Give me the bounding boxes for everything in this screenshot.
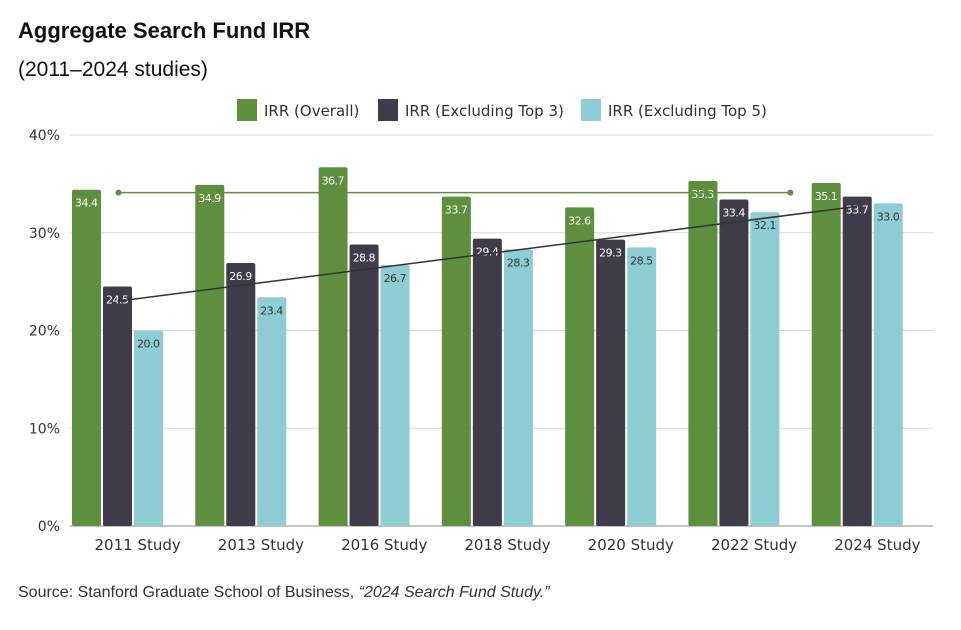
bar-value-label: 33.7	[846, 204, 869, 217]
bar	[257, 297, 287, 526]
bar	[627, 247, 657, 526]
bar-value-label: 36.7	[322, 174, 345, 187]
bar	[596, 239, 626, 526]
x-tick-label: 2022 Study	[711, 536, 797, 554]
bar-value-label: 23.4	[260, 304, 283, 317]
x-tick-label: 2020 Study	[588, 536, 674, 554]
legend-label: IRR (Excluding Top 5)	[608, 102, 767, 120]
bar	[750, 212, 780, 526]
bar-value-label: 29.4	[476, 246, 499, 259]
bar	[472, 238, 502, 527]
y-tick-label: 20%	[29, 324, 60, 340]
bar	[688, 180, 718, 526]
x-tick-label: 2024 Study	[834, 536, 920, 554]
bar	[103, 286, 132, 526]
bar-value-label: 28.3	[507, 256, 530, 269]
bar-value-label: 35.3	[691, 188, 714, 201]
bar	[195, 184, 225, 527]
bar-value-label: 33.4	[722, 207, 745, 220]
bar	[349, 244, 379, 527]
legend-label: IRR (Overall)	[264, 102, 359, 120]
bar	[842, 196, 872, 526]
x-tick-label: 2011 Study	[95, 536, 181, 554]
legend-swatch	[237, 99, 257, 121]
bar-value-label: 26.9	[229, 270, 252, 283]
y-tick-label: 30%	[29, 226, 60, 242]
source-note: Source: Stanford Graduate School of Busi…	[18, 584, 550, 602]
x-tick-label: 2016 Study	[341, 536, 427, 554]
bar-value-label: 35.1	[815, 190, 838, 203]
source-publication: “2024 Search Fund Study.”	[358, 584, 550, 601]
bar	[719, 199, 749, 526]
bar-value-label: 32.6	[568, 214, 591, 227]
x-tick-label: 2018 Study	[464, 536, 550, 554]
bar-value-label: 20.0	[137, 338, 160, 351]
bar-value-label: 29.3	[599, 247, 622, 260]
bar	[318, 167, 348, 526]
bar-value-label: 28.8	[353, 251, 376, 264]
bar	[380, 265, 410, 526]
bar-value-label: 34.9	[198, 192, 221, 205]
trendline-marker	[115, 189, 122, 196]
bar-value-label: 32.1	[753, 219, 776, 232]
bar	[441, 196, 471, 526]
chart-title: Aggregate Search Fund IRR	[18, 18, 311, 43]
y-tick-label: 10%	[29, 421, 60, 437]
bar	[72, 189, 101, 527]
y-tick-label: 40%	[29, 128, 60, 144]
legend-label: IRR (Excluding Top 3)	[405, 102, 564, 120]
bar-value-label: 24.5	[106, 294, 129, 307]
trendline-marker	[787, 189, 794, 196]
bar	[226, 263, 256, 526]
trendline	[117, 205, 858, 302]
source-prefix: Source: Stanford Graduate School of Busi…	[18, 584, 359, 601]
chart-subtitle: (2011–2024 studies)	[18, 58, 208, 81]
bar-value-label: 34.4	[75, 197, 98, 210]
bar-value-label: 33.7	[445, 204, 468, 217]
bar-value-label: 33.0	[877, 210, 900, 223]
bar-value-label: 28.5	[630, 254, 653, 267]
bar	[565, 207, 595, 526]
legend-swatch	[581, 99, 601, 121]
bar	[811, 182, 841, 526]
bar	[873, 203, 903, 527]
y-tick-label: 0%	[38, 519, 60, 535]
bar	[503, 249, 533, 526]
bar	[134, 330, 163, 526]
bar-value-label: 26.7	[384, 272, 407, 285]
legend-swatch	[378, 99, 398, 121]
x-tick-label: 2013 Study	[218, 536, 304, 554]
